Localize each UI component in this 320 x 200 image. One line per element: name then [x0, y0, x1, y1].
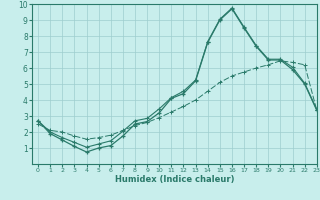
- X-axis label: Humidex (Indice chaleur): Humidex (Indice chaleur): [115, 175, 234, 184]
